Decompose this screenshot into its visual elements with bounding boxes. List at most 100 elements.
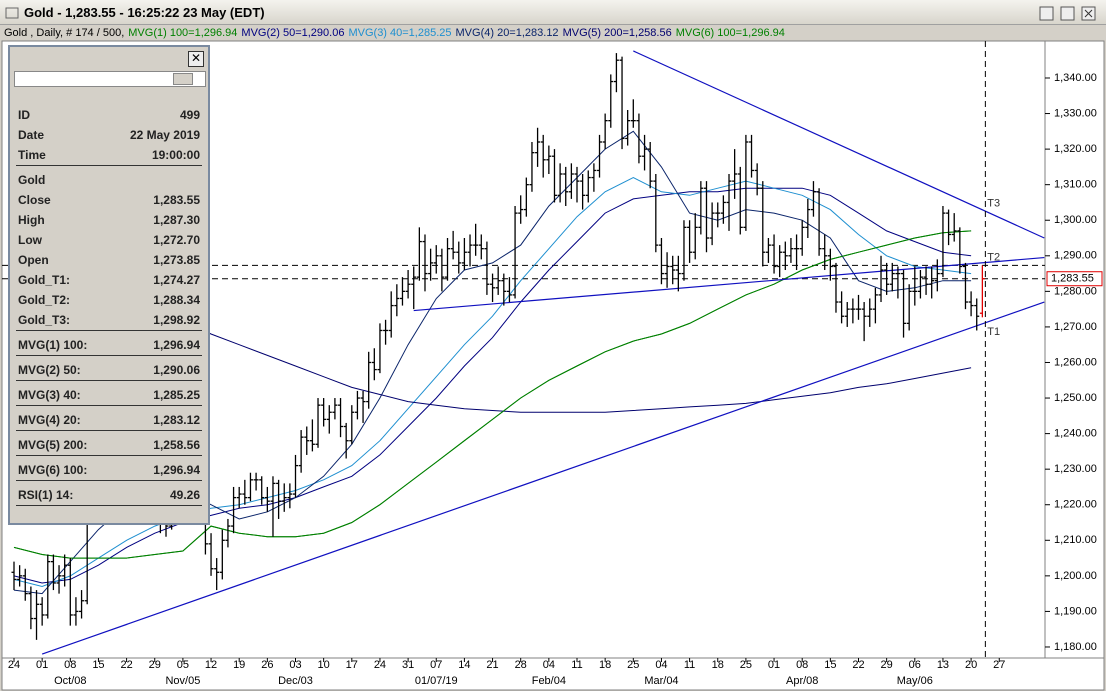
x-tick-label: 01 — [36, 659, 48, 671]
row-value: 22 May 2019 — [129, 128, 200, 142]
x-tick-label: 29 — [881, 659, 893, 671]
data-row: Date 22 May 2019 — [16, 125, 202, 145]
row-value: 1,283.55 — [153, 193, 200, 207]
month-label: Nov/05 — [165, 675, 200, 687]
x-tick-label: 22 — [852, 659, 864, 671]
price-label: 1,283.55 — [1051, 273, 1094, 285]
row-label: RSI(1) 14: — [18, 488, 74, 502]
price-box — [1046, 271, 1103, 287]
legend-entry: MVG(5) 200=1,258.56 — [562, 27, 672, 39]
x-tick-label: 18 — [599, 659, 611, 671]
row-value: 1,296.94 — [153, 463, 200, 477]
x-tick-label: 13 — [937, 659, 949, 671]
row-label: Time — [18, 148, 46, 162]
row-label: Gold_T3: — [18, 313, 71, 327]
y-tick-label: 1,310.00 — [1054, 179, 1097, 191]
x-tick-label: 03 — [289, 659, 301, 671]
row-label: MVG(5) 200: — [18, 438, 88, 452]
x-tick-label: 04 — [543, 659, 555, 671]
x-tick-label: 15 — [92, 659, 104, 671]
row-value: 1,274.27 — [153, 273, 200, 287]
row-group: Gold Close 1,283.55 High 1,287.30 Low 1,272.70… — [16, 170, 202, 331]
panel-top: ✕ — [10, 47, 208, 95]
x-tick-label: 11 — [571, 659, 582, 671]
row-value: 1,285.25 — [153, 388, 200, 402]
row-label: MVG(3) 40: — [18, 388, 81, 402]
data-row: Open 1,273.85 — [16, 250, 202, 270]
y-tick-label: 1,210.00 — [1054, 534, 1097, 546]
x-tick-label: 19 — [233, 659, 245, 671]
x-tick-label: 29 — [149, 659, 161, 671]
x-tick-label: 18 — [712, 659, 724, 671]
data-row: MVG(6) 100: 1,296.94 — [16, 460, 202, 480]
legend: Gold , Daily, # 174 / 500, MVG(1) 100=1,2… — [4, 26, 789, 40]
x-tick-label: 28 — [515, 659, 527, 671]
y-tick-label: 1,240.00 — [1054, 428, 1097, 440]
y-tick-label: 1,280.00 — [1054, 285, 1097, 297]
y-tick-label: 1,340.00 — [1054, 72, 1097, 84]
x-tick-label: 24 — [374, 659, 386, 671]
row-value: 1,287.30 — [153, 213, 200, 227]
x-tick-label: 25 — [627, 659, 639, 671]
legend-entry: MVG(2) 50=1,290.06 — [241, 27, 345, 39]
data-row: MVG(1) 100: 1,296.94 — [16, 335, 202, 355]
x-tick-label: 08 — [796, 659, 808, 671]
y-tick-label: 1,200.00 — [1054, 570, 1097, 582]
moving-average — [13, 230, 972, 559]
x-tick-label: 12 — [205, 659, 217, 671]
moving-average — [13, 187, 972, 584]
data-row: MVG(4) 20: 1,283.12 — [16, 410, 202, 430]
month-label: 01/07/19 — [415, 675, 458, 687]
row-group: MVG(3) 40: 1,285.25 — [16, 385, 202, 406]
x-tick-label: 04 — [655, 659, 667, 671]
legend-entry: MVG(1) 100=1,296.94 — [128, 27, 238, 39]
x-tick-label: 21 — [486, 659, 498, 671]
x-tick-label: 01 — [768, 659, 780, 671]
row-value: 1,298.92 — [153, 313, 200, 327]
data-row: High 1,287.30 — [16, 210, 202, 230]
trendline-label: T2 — [987, 251, 1000, 263]
restore-button[interactable] — [1039, 6, 1054, 21]
legend-entry: MVG(3) 40=1,285.25 — [348, 27, 452, 39]
y-tick-label: 1,290.00 — [1054, 250, 1097, 262]
row-value: 1,272.70 — [153, 233, 200, 247]
x-tick-label: 24 — [8, 659, 20, 671]
window-title: Gold - 1,283.55 - 16:25:22 23 May (EDT) — [0, 0, 1106, 25]
maximize-button[interactable] — [1060, 6, 1075, 21]
scroll-thumb[interactable] — [173, 73, 193, 85]
row-label: Close — [18, 193, 51, 207]
chart-header: Gold , Daily, # 174 / 500, — [4, 27, 125, 39]
row-value: 1,283.12 — [153, 413, 200, 427]
row-value: 1,273.85 — [153, 253, 200, 267]
y-tick-label: 1,330.00 — [1054, 107, 1097, 119]
row-label: MVG(1) 100: — [18, 338, 88, 352]
y-axis-area — [1044, 40, 1105, 659]
panel-scrollbar[interactable] — [14, 71, 206, 87]
row-group: MVG(4) 20: 1,283.12 — [16, 410, 202, 431]
x-tick-label: 27 — [993, 659, 1005, 671]
data-row: Gold_T3: 1,298.92 — [16, 310, 202, 330]
row-group: RSI(1) 14: 49.26 — [16, 485, 202, 506]
row-label: MVG(6) 100: — [18, 463, 88, 477]
x-axis-area — [1, 657, 1105, 691]
y-tick-label: 1,270.00 — [1054, 321, 1097, 333]
close-icon — [1084, 9, 1093, 18]
row-value: 1,296.94 — [153, 338, 200, 352]
data-row: Gold_T2: 1,288.34 — [16, 290, 202, 310]
row-value: 19:00:00 — [151, 148, 200, 162]
legend-entry: MVG(6) 100=1,296.94 — [675, 27, 785, 39]
data-row: Gold — [16, 170, 202, 190]
panel-close[interactable]: ✕ — [188, 51, 204, 67]
month-label: Dec/03 — [278, 675, 313, 687]
x-tick-label: 25 — [740, 659, 752, 671]
x-tick-label: 15 — [824, 659, 836, 671]
data-row: ID 499 — [16, 105, 202, 125]
trendline — [41, 301, 1045, 655]
x-tick-label: 08 — [64, 659, 76, 671]
y-tick-label: 1,250.00 — [1054, 392, 1097, 404]
row-group: MVG(1) 100: 1,296.94 — [16, 335, 202, 356]
y-tick-label: 1,230.00 — [1054, 463, 1097, 475]
row-label: Gold_T1: — [18, 273, 71, 287]
x-tick-label: 22 — [120, 659, 132, 671]
